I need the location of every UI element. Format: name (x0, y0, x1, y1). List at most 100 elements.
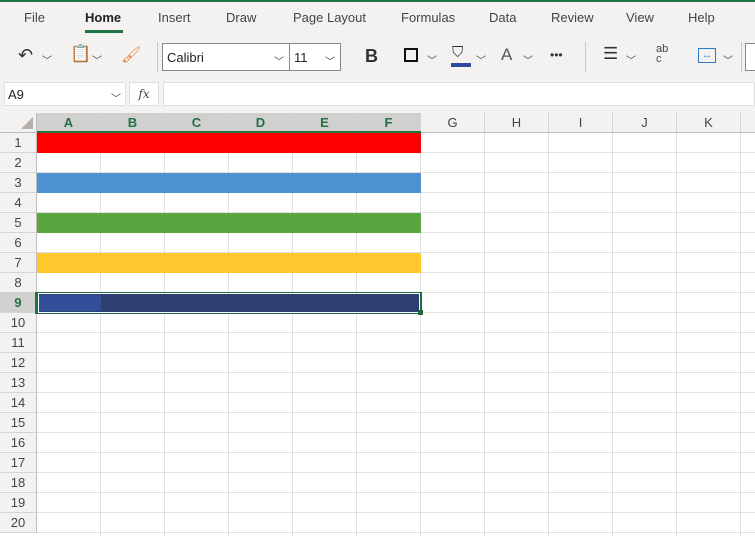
tab-help[interactable]: Help (688, 10, 715, 25)
gridline (37, 392, 755, 393)
gridline (164, 133, 165, 536)
fill-color-bar (451, 63, 471, 67)
column-header-g[interactable]: G (421, 113, 485, 133)
row-header-6[interactable]: 6 (0, 233, 37, 253)
tab-view[interactable]: View (626, 10, 654, 25)
row-selection-indicator (35, 292, 37, 314)
row-header-15[interactable]: 15 (0, 413, 37, 433)
tab-page-layout[interactable]: Page Layout (293, 10, 367, 25)
selection-column-indicator (37, 131, 421, 133)
column-header-j[interactable]: J (613, 113, 677, 133)
active-cell-a9[interactable] (39, 295, 101, 311)
gridline (37, 332, 755, 333)
tab-insert[interactable]: Insert (158, 10, 191, 25)
row-header-1[interactable]: 1 (0, 133, 37, 153)
column-header-i[interactable]: I (549, 113, 613, 133)
gridline (420, 133, 421, 536)
row-header-13[interactable]: 13 (0, 373, 37, 393)
row-header-9[interactable]: 9 (0, 293, 37, 313)
gridline (37, 252, 755, 253)
divider (157, 42, 158, 72)
font-name-select[interactable]: Calibri ﹀ (162, 43, 290, 71)
more-options-button[interactable]: ••• (550, 48, 563, 62)
gridline (37, 412, 755, 413)
title-accent-line (0, 0, 755, 2)
row-header-8[interactable]: 8 (0, 273, 37, 293)
tab-home[interactable]: Home (85, 10, 122, 25)
chevron-down-icon[interactable]: ﹀ (626, 56, 636, 67)
row-header-4[interactable]: 4 (0, 193, 37, 213)
gridline (100, 133, 101, 536)
column-header-b[interactable]: B (101, 113, 165, 133)
font-color-button[interactable]: A (501, 45, 513, 64)
tab-draw[interactable]: Draw (226, 10, 257, 25)
align-icon[interactable]: ☰ (603, 44, 619, 63)
tab-file[interactable]: File (24, 10, 45, 25)
row-header-14[interactable]: 14 (0, 393, 37, 413)
column-header-d[interactable]: D (229, 113, 293, 133)
chevron-down-icon[interactable]: ﹀ (42, 56, 52, 67)
divider (741, 42, 742, 72)
paste-icon[interactable]: 📋 (70, 44, 92, 63)
fill-handle[interactable] (418, 310, 423, 315)
gridline (37, 212, 755, 213)
bold-button[interactable]: B (365, 46, 378, 66)
column-header-a[interactable]: A (37, 113, 101, 133)
number-format-select[interactable] (745, 43, 755, 71)
row-header-3[interactable]: 3 (0, 173, 37, 193)
column-header-e[interactable]: E (293, 113, 357, 133)
formula-input[interactable] (163, 82, 755, 106)
column-header-l[interactable] (741, 113, 755, 133)
chevron-down-icon[interactable]: ﹀ (723, 56, 733, 67)
column-header-k[interactable]: K (677, 113, 741, 133)
select-all-button[interactable] (0, 113, 37, 133)
row-header-20[interactable]: 20 (0, 513, 37, 533)
name-box-value: A9 (8, 87, 24, 102)
chevron-down-icon[interactable]: ﹀ (523, 56, 533, 67)
fill-color-icon[interactable]: ⛉ (452, 44, 464, 61)
gridline (37, 432, 755, 433)
filled-row-band (37, 253, 421, 273)
tab-review[interactable]: Review (551, 10, 594, 25)
column-header-f[interactable]: F (357, 113, 421, 133)
row-header-19[interactable]: 19 (0, 493, 37, 513)
undo-icon[interactable]: ↶ (18, 45, 34, 65)
merge-cells-icon[interactable]: ↔ (698, 48, 716, 63)
borders-icon[interactable] (404, 48, 418, 62)
chevron-down-icon[interactable]: ﹀ (427, 56, 437, 67)
gridline (228, 133, 229, 536)
spreadsheet-grid[interactable]: A B C D E F G H I J K 1 2 3 4 5 6 7 8 9 10 11 12 13 14 15 16 17 18 19… (0, 113, 755, 536)
column-header-h[interactable]: H (485, 113, 549, 133)
row-header-17[interactable]: 17 (0, 453, 37, 473)
tab-formulas[interactable]: Formulas (401, 10, 456, 25)
row-header-7[interactable]: 7 (0, 253, 37, 273)
filled-row-band (37, 213, 421, 233)
font-size-select[interactable]: 11 ﹀ (289, 43, 341, 71)
row-header-12[interactable]: 12 (0, 353, 37, 373)
row-header-16[interactable]: 16 (0, 433, 37, 453)
font-size-value: 11 (294, 50, 308, 65)
gridline (484, 133, 485, 536)
chevron-down-icon: ﹀ (325, 57, 335, 68)
filled-row-band (37, 293, 421, 313)
filled-row-band (37, 173, 421, 193)
gridline (676, 133, 677, 536)
gridline (37, 352, 755, 353)
row-header-11[interactable]: 11 (0, 333, 37, 353)
tab-data[interactable]: Data (489, 10, 517, 25)
row-header-18[interactable]: 18 (0, 473, 37, 493)
gridline (37, 512, 755, 513)
insert-function-button[interactable]: fx (129, 82, 159, 106)
chevron-down-icon[interactable]: ﹀ (476, 56, 486, 67)
column-header-c[interactable]: C (165, 113, 229, 133)
row-header-2[interactable]: 2 (0, 153, 37, 173)
gridline (740, 133, 741, 536)
gridline (356, 133, 357, 536)
name-box[interactable]: A9 ﹀ (4, 82, 126, 106)
format-painter-icon[interactable]: 🖌 (121, 47, 142, 64)
row-header-10[interactable]: 10 (0, 313, 37, 333)
row-header-5[interactable]: 5 (0, 213, 37, 233)
wrap-text-icon[interactable]: ab c (656, 43, 669, 65)
chevron-down-icon[interactable]: ﹀ (92, 56, 102, 67)
gridline (612, 133, 613, 536)
